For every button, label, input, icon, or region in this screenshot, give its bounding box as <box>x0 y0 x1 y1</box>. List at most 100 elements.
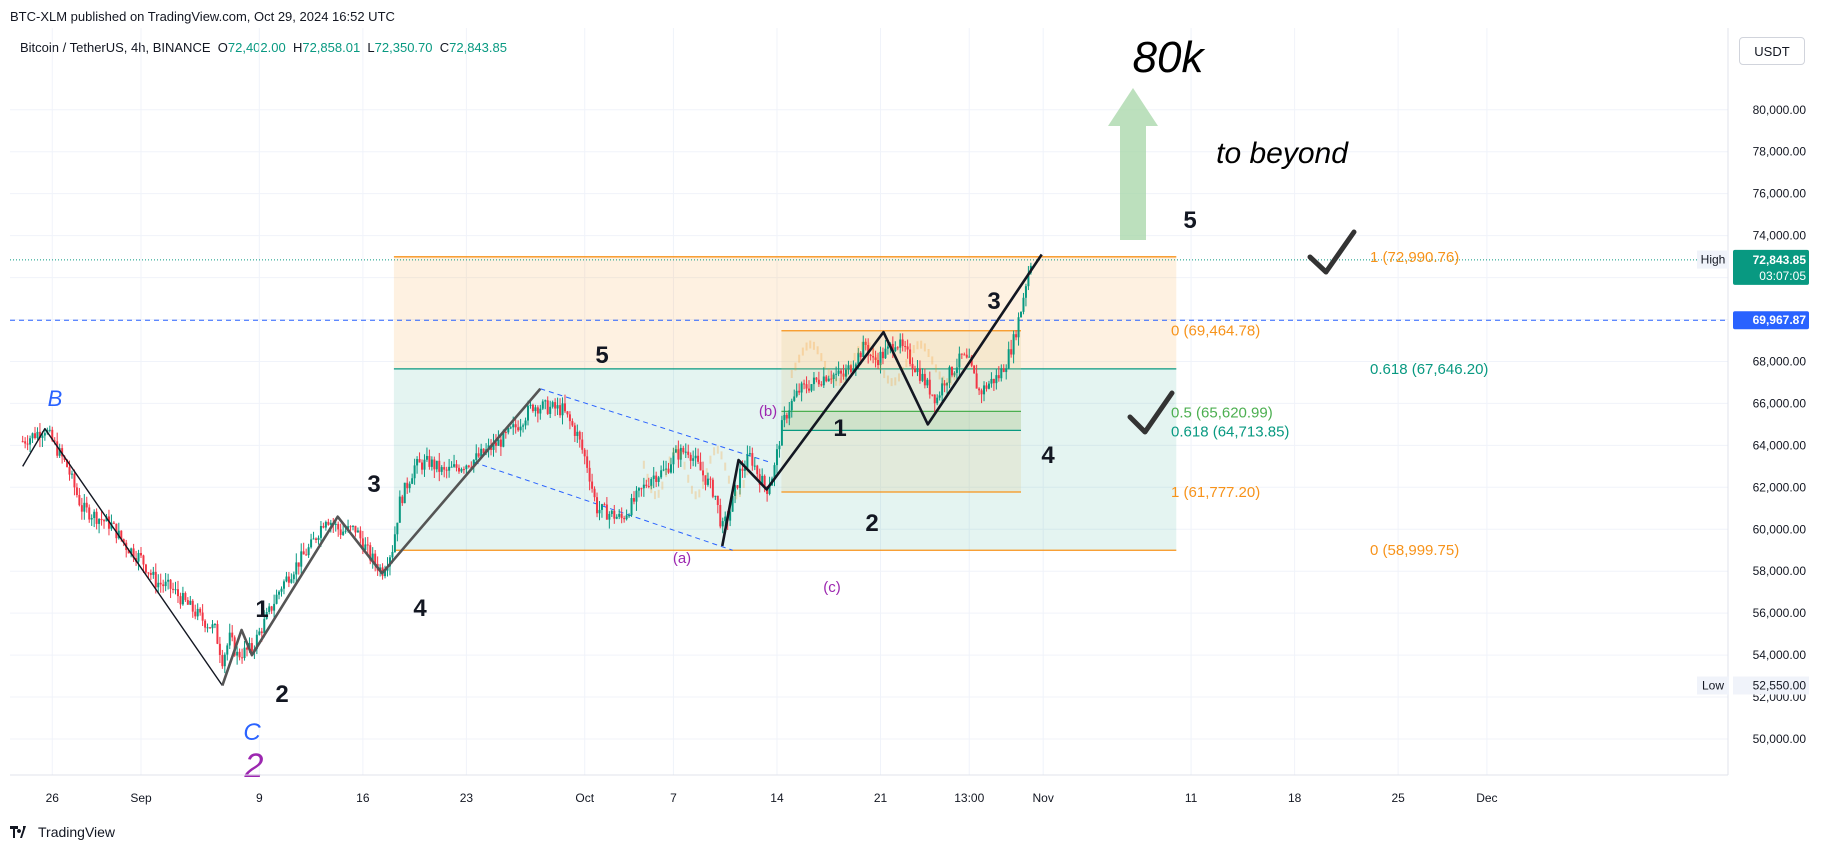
impulse-one-line <box>221 387 542 686</box>
candle-body <box>258 631 261 635</box>
price-axis[interactable]: 50,000.0052,000.0054,000.0056,000.0058,0… <box>1697 28 1809 775</box>
candle-body <box>992 378 995 384</box>
candle-body <box>34 433 37 439</box>
projection-candle <box>672 447 675 456</box>
candle-body <box>990 378 993 384</box>
candle-body <box>711 479 714 497</box>
candle-body <box>418 459 421 463</box>
candle-body <box>120 530 123 540</box>
candle-body <box>169 579 172 589</box>
candle-body <box>748 453 751 455</box>
candle-body <box>689 454 692 461</box>
candle-body <box>746 454 749 469</box>
candle-body <box>669 464 672 473</box>
currency-button[interactable]: USDT <box>1739 37 1805 65</box>
candle-body <box>968 356 971 358</box>
price-tick-label: 64,000.00 <box>1753 438 1807 452</box>
candle-body <box>354 525 357 533</box>
ohlc-low-label: L <box>367 40 375 55</box>
time-tick-label: 26 <box>46 791 60 805</box>
candle-body <box>886 346 889 349</box>
projection-candle <box>953 372 956 381</box>
candle-body <box>706 478 709 485</box>
candle-body <box>731 495 734 512</box>
last-price-label: 72,843.85 <box>1753 253 1807 267</box>
impulse1-label: 3 <box>367 471 380 498</box>
candle-body <box>899 339 902 348</box>
candle-body <box>677 449 680 460</box>
candle-body <box>790 400 793 411</box>
candle-body <box>371 553 374 561</box>
projection-candle <box>809 340 812 349</box>
candle-body <box>980 390 983 395</box>
projection-candle <box>864 340 867 349</box>
projection-candle <box>646 473 649 482</box>
symbol-name[interactable]: Bitcoin / TetherUS, 4h, BINANCE <box>20 40 211 55</box>
price-tick-label: 66,000.00 <box>1753 396 1807 410</box>
projection-candle <box>897 373 900 382</box>
candle-body <box>709 478 712 480</box>
candle-body <box>260 631 263 634</box>
candle-body <box>987 383 990 389</box>
wave-sub-b-label: (b) <box>759 403 777 420</box>
candle-body <box>736 485 739 488</box>
high-tag-label: High <box>1701 253 1726 267</box>
candle-body <box>830 378 833 380</box>
candle-body <box>549 406 552 414</box>
candle-body <box>775 449 778 466</box>
candle-body <box>768 485 771 494</box>
price-tick-label: 80,000.00 <box>1753 103 1807 117</box>
candle-body <box>650 479 653 487</box>
candle-body <box>756 465 759 475</box>
candle-body <box>896 347 899 349</box>
price-tick-label: 74,000.00 <box>1753 229 1807 243</box>
candle-body <box>578 431 581 440</box>
candle-body <box>152 571 155 575</box>
candle-body <box>997 375 1000 379</box>
candle-body <box>738 468 741 488</box>
projection-candle <box>920 340 923 349</box>
candle-body <box>75 487 78 496</box>
candle-body <box>268 606 271 613</box>
candle-body <box>761 475 764 485</box>
candle-body <box>329 522 332 525</box>
time-axis[interactable]: 26 Sep 9 16 23 Oct 7 14 21 13:00 Nov 11 18 25 Dec <box>10 774 1728 805</box>
candle-body <box>142 555 145 565</box>
candle-body <box>901 339 904 347</box>
candle-body <box>536 407 539 414</box>
projection-candle <box>824 360 827 369</box>
candle-body <box>563 403 566 412</box>
candle-body <box>1005 368 1008 373</box>
candle-body <box>83 502 86 512</box>
projection-candle <box>849 360 852 369</box>
candle-body <box>95 511 98 524</box>
candle-body <box>544 400 547 402</box>
candle-body <box>21 441 24 443</box>
candle-body <box>307 547 310 556</box>
candle-body <box>462 469 465 471</box>
candle-body <box>849 365 852 372</box>
candle-body <box>467 465 470 467</box>
candle-body <box>1015 334 1018 338</box>
candle-body <box>559 405 562 416</box>
candle-body <box>280 588 283 592</box>
projection-candle <box>857 346 860 355</box>
candle-body <box>176 589 179 597</box>
candle-body <box>539 408 542 414</box>
candle-body <box>144 564 147 573</box>
projection-candle <box>746 467 749 476</box>
candle-body <box>514 424 517 428</box>
projection-candle <box>724 462 727 471</box>
candle-body <box>822 376 825 386</box>
candle-body <box>605 504 608 520</box>
candle-body <box>344 530 347 532</box>
candle-body <box>112 522 115 524</box>
fib-small-label: 0 (69,464.78) <box>1171 323 1260 340</box>
candle-body <box>561 403 564 416</box>
candle-body <box>943 383 946 386</box>
candle-body <box>647 486 650 488</box>
tradingview-logo[interactable]: TradingView <box>10 824 115 840</box>
projection-candle <box>735 491 738 500</box>
candle-body <box>576 431 579 436</box>
